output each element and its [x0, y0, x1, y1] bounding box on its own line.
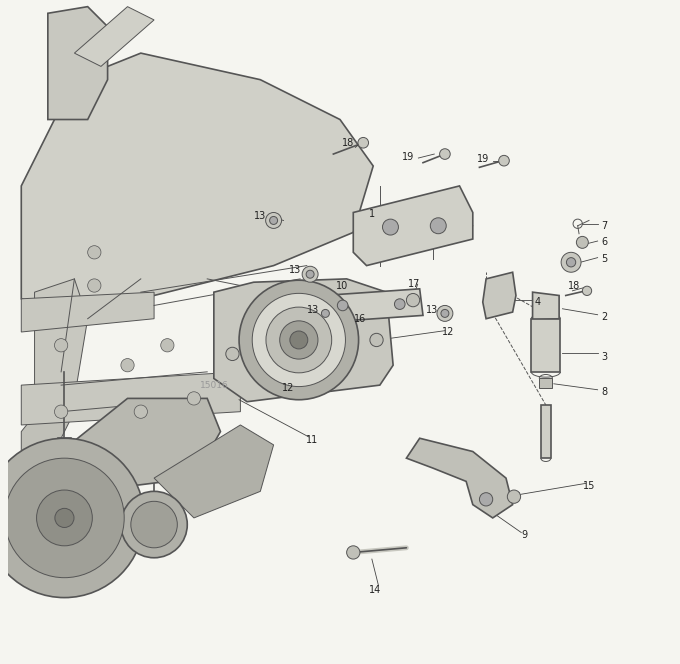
- Circle shape: [439, 149, 450, 159]
- Polygon shape: [154, 425, 273, 518]
- Polygon shape: [21, 372, 241, 425]
- Text: 8: 8: [601, 386, 607, 397]
- Text: 6: 6: [601, 237, 607, 248]
- Circle shape: [269, 216, 277, 224]
- Text: 15016: 15016: [199, 380, 228, 390]
- Circle shape: [582, 286, 592, 295]
- Circle shape: [160, 339, 174, 352]
- Polygon shape: [531, 319, 560, 372]
- Text: 13: 13: [307, 305, 320, 315]
- Circle shape: [55, 509, 74, 527]
- Text: 13: 13: [289, 265, 301, 276]
- Text: 1: 1: [369, 208, 375, 219]
- Polygon shape: [74, 7, 154, 66]
- Circle shape: [347, 546, 360, 559]
- Circle shape: [507, 490, 521, 503]
- Text: 18: 18: [568, 280, 580, 291]
- Circle shape: [88, 246, 101, 259]
- Polygon shape: [541, 405, 551, 458]
- Text: 19: 19: [477, 154, 489, 165]
- Text: 5: 5: [601, 254, 607, 264]
- Polygon shape: [532, 292, 559, 320]
- Circle shape: [577, 236, 588, 248]
- Circle shape: [187, 392, 201, 405]
- Circle shape: [394, 299, 405, 309]
- Text: 10: 10: [336, 280, 348, 291]
- Circle shape: [37, 490, 92, 546]
- Circle shape: [252, 293, 345, 386]
- Polygon shape: [35, 279, 88, 398]
- Circle shape: [358, 137, 369, 148]
- Polygon shape: [354, 186, 473, 266]
- Circle shape: [479, 493, 493, 506]
- Polygon shape: [21, 292, 154, 332]
- Circle shape: [322, 309, 329, 317]
- Text: 19: 19: [403, 151, 415, 162]
- Polygon shape: [61, 398, 220, 491]
- Text: 12: 12: [442, 327, 454, 337]
- Circle shape: [121, 491, 187, 558]
- Text: 15: 15: [583, 481, 595, 491]
- Circle shape: [430, 218, 446, 234]
- Polygon shape: [21, 398, 74, 478]
- Circle shape: [54, 405, 68, 418]
- Circle shape: [226, 347, 239, 361]
- Text: 13: 13: [426, 305, 438, 315]
- Text: 3: 3: [601, 351, 607, 362]
- Text: 17: 17: [408, 278, 420, 289]
- Circle shape: [382, 219, 398, 235]
- Circle shape: [134, 405, 148, 418]
- Text: 13: 13: [254, 210, 267, 221]
- Circle shape: [54, 339, 68, 352]
- Text: 18: 18: [342, 138, 354, 149]
- Circle shape: [306, 270, 314, 278]
- Text: 9: 9: [522, 529, 528, 540]
- Circle shape: [88, 279, 101, 292]
- Polygon shape: [407, 438, 513, 518]
- Circle shape: [370, 333, 383, 347]
- Polygon shape: [483, 272, 516, 319]
- Circle shape: [302, 266, 318, 282]
- Circle shape: [337, 300, 348, 311]
- Polygon shape: [539, 378, 552, 388]
- Circle shape: [318, 305, 333, 321]
- Circle shape: [239, 280, 358, 400]
- Circle shape: [290, 331, 308, 349]
- Circle shape: [437, 305, 453, 321]
- Text: 12: 12: [282, 383, 294, 394]
- Text: 4: 4: [534, 297, 541, 307]
- Polygon shape: [21, 53, 373, 319]
- Circle shape: [441, 309, 449, 317]
- Text: 16: 16: [354, 313, 366, 324]
- Circle shape: [266, 212, 282, 228]
- Text: 14: 14: [369, 584, 381, 595]
- Circle shape: [407, 293, 420, 307]
- Text: 2: 2: [601, 311, 607, 322]
- Circle shape: [121, 359, 134, 372]
- Polygon shape: [48, 7, 107, 120]
- Circle shape: [131, 501, 177, 548]
- Circle shape: [5, 458, 124, 578]
- Text: 11: 11: [306, 434, 318, 445]
- Circle shape: [279, 321, 318, 359]
- Circle shape: [0, 438, 144, 598]
- Text: 7: 7: [601, 220, 607, 231]
- Circle shape: [566, 258, 576, 267]
- Circle shape: [498, 155, 509, 166]
- Polygon shape: [214, 279, 393, 402]
- Circle shape: [266, 307, 332, 373]
- Circle shape: [561, 252, 581, 272]
- Polygon shape: [324, 289, 423, 322]
